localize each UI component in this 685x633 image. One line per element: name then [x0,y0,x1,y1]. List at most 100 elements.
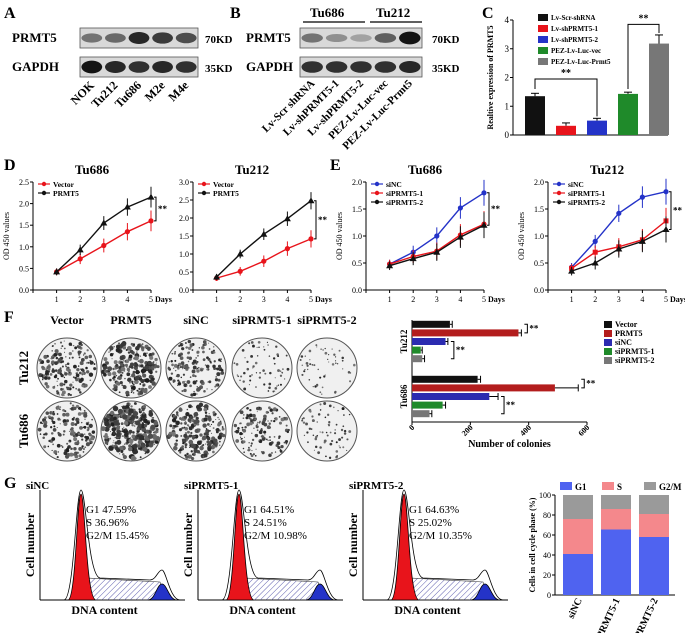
legend-marker [374,199,380,205]
colony-dot [173,424,177,428]
colony-dot [79,409,82,411]
legend-swatch [560,482,572,490]
significance-bracket [450,341,455,360]
colony-dot [72,350,74,352]
colony-dot [85,436,90,440]
bar [412,375,478,383]
panel-label-f: F [4,309,14,326]
colony-dot [43,354,48,359]
colony-dot [44,382,48,386]
y-tick-label: 40 [543,551,551,560]
colony-dot [334,356,337,358]
colony-dot [168,376,173,381]
colony-dot [142,366,146,370]
colony-dot [258,346,260,348]
blot-a-gapdh-band-1 [81,60,103,74]
colony-dot [100,426,106,432]
colony-dot [187,454,193,459]
colony-dot [194,375,197,378]
colony-dot [57,451,60,453]
colony-dot [246,422,251,427]
colony-dot [308,408,312,412]
colony-dot [150,418,155,423]
colony-dot [196,367,199,370]
colony-dot [172,414,176,418]
colony-dot [92,435,94,437]
colony-dot [47,367,51,371]
histogram-x-label: DNA content [394,603,460,617]
stacked-bar-segment [601,509,631,530]
colony-dot [304,368,306,371]
colony-dot [126,372,131,377]
colony-dot [123,443,126,445]
x-tick-label: 200 [460,423,475,438]
colony-dot [81,438,84,441]
colony-dot [190,431,193,435]
colony-dot [182,373,186,376]
colony-dot [151,363,155,367]
data-point [568,267,576,274]
x-tick-label: 2 [593,295,597,304]
colony-dot [338,349,341,352]
colony-dot [63,351,66,353]
colony-dot [156,365,160,369]
bar [412,410,430,418]
colony-dot [131,382,134,385]
colony-dot [109,349,112,352]
g2m-percent: G2/M 15.45% [86,530,149,542]
colony-dot [302,417,305,420]
colony-dot [113,346,115,348]
colony-dot [72,453,76,456]
colony-dot [328,361,330,363]
colony-dot [61,365,64,368]
colony-dot [144,366,149,370]
colony-dot [248,416,251,420]
stacked-bar-segment [601,529,631,595]
colony-dot [113,384,117,387]
colony-dot [109,378,112,382]
colony-dot [111,444,114,447]
g1-peak [390,493,420,601]
legend-label: Vector [213,180,235,189]
g1-peak [67,493,97,601]
colony-dot [263,422,268,427]
colony-dot [200,368,203,372]
colony-dot [125,424,128,427]
colony-dot [43,423,48,428]
colony-dot [342,446,345,449]
colony-dot [270,441,274,444]
colony-dot [341,436,344,439]
colony-dot [141,343,144,345]
colony-column-header: siNC [183,313,208,327]
colony-dot [196,450,201,454]
colony-dot [283,378,286,380]
colony-dot [131,380,134,384]
colony-dot [274,417,276,420]
colony-dot [134,355,139,361]
data-point [409,255,417,262]
colony-dot [69,383,73,387]
colony-dot [111,433,114,436]
colony-dot [127,351,131,354]
colony-dot [142,411,146,415]
x-tick-label: siNC [566,597,585,621]
colony-dot [151,433,157,440]
colony-dot [87,426,90,429]
colony-dots [38,340,97,397]
colony-dot [256,355,259,357]
colony-dot [72,386,75,389]
colony-dot [78,356,81,359]
colony-dot [219,420,222,423]
colony-dot [194,436,196,438]
lane-label: M4e [165,78,191,104]
colony-dot [306,364,309,367]
colony-dot [321,431,324,434]
colony-dot [211,440,213,442]
colony-dot [177,384,179,386]
colony-dot [185,346,187,349]
colony-dot [196,354,199,357]
colony-dot [52,428,57,432]
colony-dot [108,421,111,424]
colony-dot [248,446,250,449]
colony-dot [89,442,92,445]
